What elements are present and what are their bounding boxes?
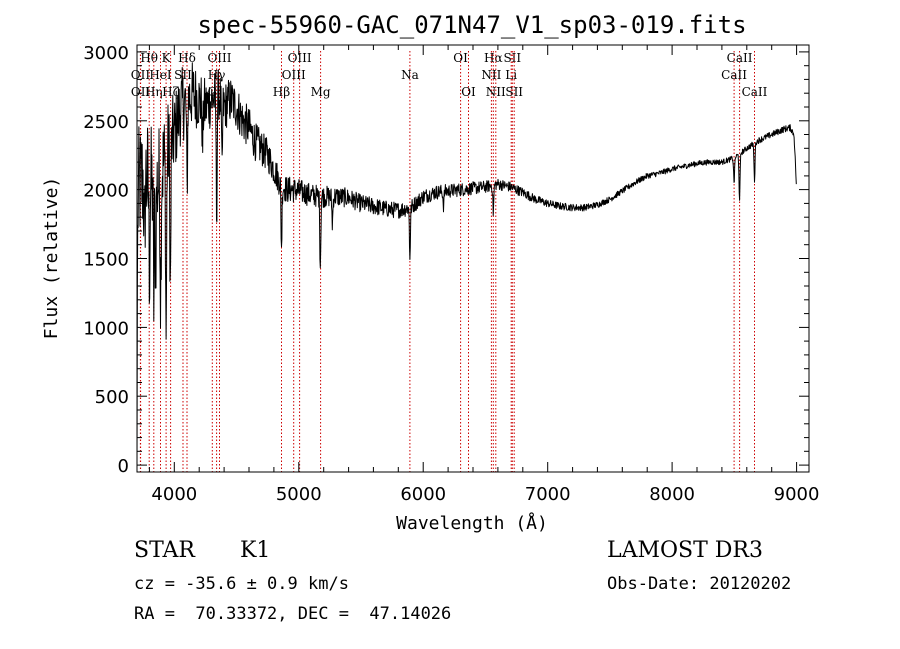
- spectral-line-label: Hδ: [178, 51, 196, 65]
- object-subclass: K1: [240, 538, 271, 563]
- y-tick-label: 3000: [83, 43, 129, 64]
- spectral-line-label: Hθ: [140, 51, 158, 65]
- y-tick-label: 2500: [83, 112, 129, 133]
- y-tick-label: 500: [95, 387, 129, 408]
- y-tick-label: 1500: [83, 250, 129, 271]
- spectral-line-label: Mg: [311, 85, 331, 99]
- x-tick-label: 7000: [525, 484, 571, 505]
- ra-dec-label: RA = 70.33372, DEC = 47.14026: [134, 604, 452, 624]
- spectral-line-label: Hγ: [208, 68, 226, 82]
- spectrum-series: [136, 62, 797, 466]
- spectral-line-label: CaII: [727, 51, 753, 65]
- spectral-line-label: Na: [401, 68, 419, 82]
- spectral-line-label: Hα: [484, 51, 503, 65]
- y-tick-label: 1000: [83, 318, 129, 339]
- obs-date-label: Obs-Date: 20120202: [607, 574, 792, 594]
- spectral-line-label: OIII: [288, 51, 312, 65]
- spectral-line-label: OI: [461, 85, 476, 99]
- object-class: STAR: [134, 538, 195, 563]
- spectral-line-label: NII: [486, 85, 506, 99]
- spectral-line-label: SII: [174, 68, 192, 82]
- survey-label: LAMOST DR3: [607, 538, 763, 563]
- spectral-line-label: K: [162, 51, 172, 65]
- spectral-line-label: Li: [505, 68, 517, 82]
- y-axis-label: Flux (relative): [41, 177, 62, 340]
- spectral-line-label: OII: [131, 85, 151, 99]
- spectral-line-label: OIII: [207, 51, 231, 65]
- spectral-line-label: SII: [503, 51, 521, 65]
- spectral-line-label: CaII: [742, 85, 768, 99]
- x-tick-label: 5000: [276, 484, 322, 505]
- y-tick-label: 0: [118, 456, 129, 477]
- spectral-line-label: CaII: [721, 68, 747, 82]
- y-tick-label: 2000: [83, 181, 129, 202]
- x-tick-label: 4000: [151, 484, 197, 505]
- spectral-line-label: Hβ: [273, 85, 290, 99]
- x-tick-label: 8000: [649, 484, 695, 505]
- spectral-line-label: SII: [505, 85, 523, 99]
- spectral-line-label: HeI: [149, 68, 172, 82]
- spectral-line-label: Hη: [145, 85, 163, 99]
- spectral-line-label: NII: [481, 68, 501, 82]
- spectral-line-label: Hζ: [162, 85, 179, 99]
- chart-title: spec-55960-GAC_071N47_V1_sp03-019.fits: [197, 11, 746, 39]
- spectral-line-label: OIII: [282, 68, 306, 82]
- redshift-label: cz = -35.6 ± 0.9 km/s: [134, 574, 349, 594]
- spectral-line-label: OII: [131, 68, 151, 82]
- x-tick-label: 6000: [400, 484, 446, 505]
- axes: 4000 5000 6000 7000 8000 9000 0 500 1000 1500 2000…: [83, 43, 819, 505]
- x-axis-label: Wavelength (Å): [396, 512, 548, 534]
- spectral-line-label: OI: [453, 51, 468, 65]
- spectrum-line: [136, 62, 797, 466]
- x-tick-label: 9000: [774, 484, 820, 505]
